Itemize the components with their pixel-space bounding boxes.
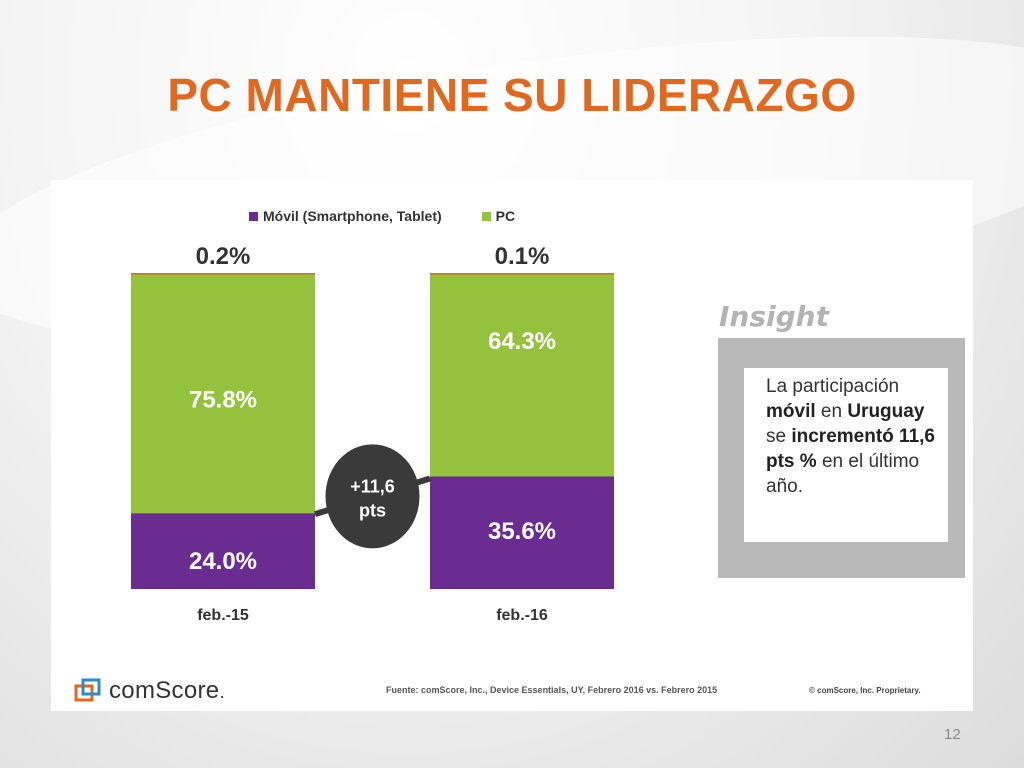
change-badge-circle [325, 444, 420, 549]
change-badge-value: +11,6 [350, 476, 395, 496]
page-number: 12 [944, 726, 961, 743]
comscore-logo-text: comScore. [109, 677, 225, 705]
data-label-0-1: 35.6% [488, 518, 556, 545]
data-label-0-0: 24.0% [189, 548, 257, 575]
comscore-logo-icon [74, 678, 101, 702]
chart-legend: Móvil (Smartphone, Tablet) PC [249, 208, 515, 224]
change-badge-unit: pts [359, 500, 386, 520]
bar-segment-2-0 [131, 273, 315, 275]
insight-text: La participación móvil en Uruguay se inc… [744, 368, 948, 542]
comscore-logo: comScore. [73, 677, 225, 705]
legend-label-mobile: Móvil (Smartphone, Tablet) [263, 208, 442, 224]
insight-text-part: La participación [766, 376, 900, 397]
insight-text-part: incrementó 11,6 pts % [766, 426, 935, 472]
data-label-1-1: 64.3% [488, 328, 556, 355]
data-label-1-0: 75.8% [189, 386, 257, 413]
legend-item-mobile: Móvil (Smartphone, Tablet) [249, 208, 442, 224]
category-label-0: feb.-15 [197, 607, 249, 624]
insight-text-part: se [766, 426, 792, 447]
insight-text-part: en [815, 401, 848, 422]
insight-frame: La participación móvil en Uruguay se inc… [718, 338, 965, 578]
insight-text-part: Uruguay [847, 401, 925, 422]
bar-segment-1-0 [131, 273, 315, 514]
bar-segment-0-1 [430, 476, 614, 589]
bar-segment-0-0 [131, 513, 315, 589]
stacked-bar-chart: +11,6 pts 24.0% 75.8% 0.2% feb.-15 35.6% 64.3% 0… [131, 243, 614, 624]
category-label-1: feb.-16 [496, 607, 548, 624]
insight-text-part: móvil [766, 401, 816, 422]
slide-title: PC MANTIENE SU LIDERAZGO [167, 69, 857, 121]
legend-swatch-mobile [249, 212, 258, 221]
bar-segment-1-1 [430, 273, 614, 477]
logo-suffix: . [219, 682, 225, 702]
legend-item-pc: PC [481, 208, 516, 224]
chart-panel: +11,6 pts 24.0% 75.8% 0.2% feb.-15 35.6% 64.3% 0… [51, 180, 973, 711]
data-label-2-1: 0.1% [495, 243, 550, 270]
logo-word: comScore [109, 677, 220, 704]
copyright-note: © comScore, Inc. Proprietary. [809, 686, 921, 695]
data-label-2-0: 0.2% [196, 243, 251, 270]
legend-swatch-pc [481, 212, 491, 221]
insight-text-part: en el último año. [766, 451, 920, 497]
bar-segment-2-1 [430, 273, 614, 275]
source-note: Fuente: comScore, Inc., Device Essential… [386, 685, 718, 695]
legend-label-pc: PC [495, 208, 516, 224]
insight-heading: Insight [719, 300, 829, 333]
